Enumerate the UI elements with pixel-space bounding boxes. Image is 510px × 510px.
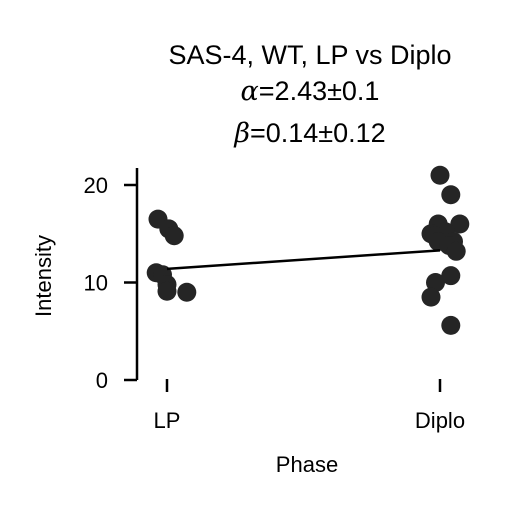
y-axis-label: Intensity bbox=[31, 235, 56, 317]
data-point bbox=[450, 214, 470, 234]
beta-value: =0.14±0.12 bbox=[249, 118, 386, 148]
data-point bbox=[430, 165, 450, 185]
data-point bbox=[441, 266, 461, 286]
data-point bbox=[157, 281, 177, 301]
data-point bbox=[177, 282, 197, 302]
y-tick-label: 20 bbox=[84, 173, 108, 198]
alpha-annotation: α=2.43±0.1 bbox=[0, 74, 510, 109]
beta-annotation: β=0.14±0.12 bbox=[0, 116, 510, 151]
alpha-value: =2.43±0.1 bbox=[258, 76, 380, 106]
alpha-symbol: α bbox=[240, 76, 259, 107]
data-points bbox=[146, 165, 470, 335]
beta-symbol: β bbox=[234, 118, 250, 149]
data-point bbox=[426, 273, 445, 292]
y-axis-ticks: 0 10 20 bbox=[84, 173, 137, 393]
x-axis-ticks: LP Diplo bbox=[154, 379, 465, 433]
data-point bbox=[441, 185, 461, 205]
x-tick-label: LP bbox=[154, 408, 181, 433]
fit-line bbox=[166, 249, 441, 271]
data-point bbox=[446, 241, 466, 261]
data-point bbox=[164, 226, 184, 246]
data-point bbox=[441, 315, 461, 335]
x-tick-label: Diplo bbox=[415, 408, 465, 433]
data-point bbox=[421, 287, 441, 307]
y-tick-label: 0 bbox=[96, 368, 108, 393]
y-tick-label: 10 bbox=[84, 271, 108, 296]
x-axis-label: Phase bbox=[276, 452, 338, 477]
chart-title: SAS-4, WT, LP vs Diplo bbox=[168, 40, 452, 70]
